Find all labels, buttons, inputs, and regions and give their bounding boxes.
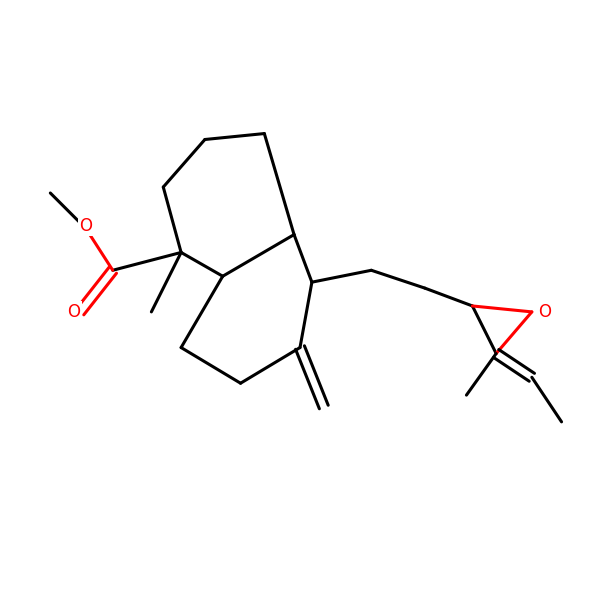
Text: O: O [68, 303, 80, 321]
Text: O: O [538, 303, 551, 321]
Text: O: O [79, 217, 92, 235]
